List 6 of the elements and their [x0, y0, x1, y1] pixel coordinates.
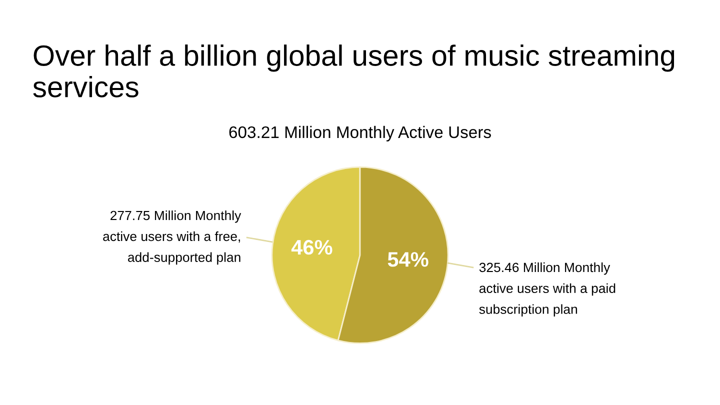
chart-title: Over half a billion global users of music streaming services — [33, 44, 674, 98]
data-label: 46% — [291, 240, 332, 255]
slice-label: 277.75 Million Monthly active users with a free, add-supported plan — [103, 210, 242, 265]
data-label: 54% — [388, 252, 428, 267]
slice-label: 325.46 Million Monthly active users with a paid subscription plan — [479, 262, 616, 317]
chart-subtitle: 603.21 Million Monthly Active Users — [229, 126, 491, 142]
